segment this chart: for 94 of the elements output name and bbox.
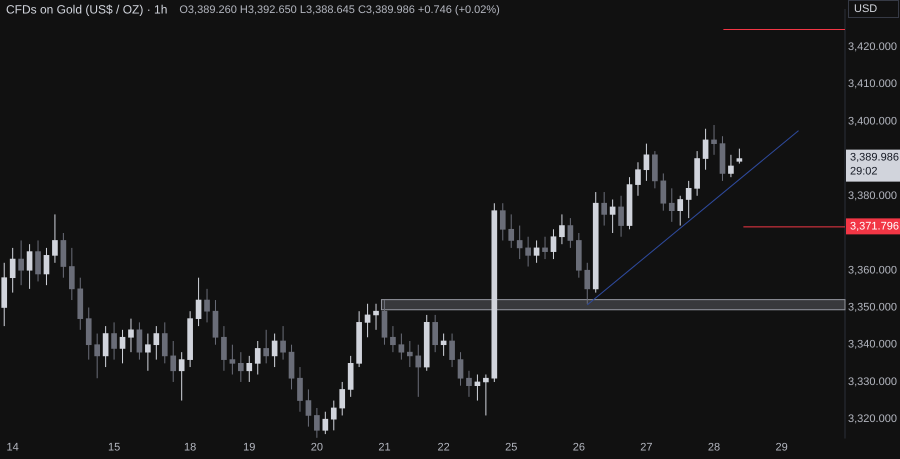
candlestick bbox=[508, 214, 514, 248]
candlestick bbox=[390, 326, 396, 353]
candlestick bbox=[458, 352, 464, 386]
x-tick-label: 14 bbox=[6, 441, 19, 454]
text: 3,389.986 bbox=[850, 152, 899, 164]
candlestick bbox=[322, 411, 328, 435]
y-axis-title: USD bbox=[854, 3, 878, 16]
y-tick-label: 3,420.000 bbox=[848, 40, 897, 53]
candlestick bbox=[584, 262, 590, 304]
x-tick-label: 22 bbox=[438, 441, 450, 454]
candlestick bbox=[500, 202, 506, 241]
candlestick bbox=[26, 244, 32, 290]
candlestick bbox=[136, 322, 142, 360]
candlestick bbox=[102, 326, 108, 368]
x-tick-label: 29 bbox=[776, 441, 788, 454]
candlestick bbox=[120, 329, 126, 364]
candlestick bbox=[145, 333, 151, 372]
candlestick bbox=[466, 370, 472, 398]
y-tick-label: 3,340.000 bbox=[848, 338, 897, 351]
candlestick bbox=[449, 333, 455, 368]
candlestick bbox=[610, 199, 616, 234]
ref-line-label: 3,371.796 bbox=[850, 220, 899, 232]
candlestick bbox=[702, 128, 708, 170]
candlestick bbox=[339, 381, 346, 416]
candlestick bbox=[618, 195, 624, 238]
y-tick-label: 3,400.000 bbox=[848, 115, 897, 128]
candlestick bbox=[559, 214, 565, 245]
candlestick bbox=[415, 344, 422, 398]
candlestick bbox=[254, 340, 261, 375]
chart-title: CFDs on Gold (US$ / OZ) · 1h bbox=[6, 2, 168, 16]
candlestick bbox=[128, 318, 134, 353]
candlestick bbox=[18, 240, 24, 286]
chart-subtitle: O3,389.260 H3,392.650 L3,388.645 C3,389.986 +0.746 (+0.02%) bbox=[179, 4, 500, 16]
candlestick bbox=[568, 218, 574, 248]
candlestick bbox=[711, 124, 717, 156]
candlestick bbox=[94, 333, 100, 379]
candlestick bbox=[398, 333, 404, 360]
candlestick bbox=[534, 240, 540, 264]
candlestick bbox=[221, 326, 227, 372]
y-tick-label: 3,380.000 bbox=[848, 190, 897, 202]
candlestick bbox=[153, 326, 160, 360]
candlestick bbox=[483, 374, 489, 416]
x-tick-label: 26 bbox=[572, 441, 585, 454]
candlestick bbox=[644, 143, 650, 182]
candlestick bbox=[474, 374, 480, 402]
candlestick bbox=[542, 236, 548, 260]
y-tick-label: 3,330.000 bbox=[848, 376, 897, 388]
candlestick bbox=[238, 352, 244, 382]
candlestick bbox=[246, 355, 252, 382]
candlestick bbox=[306, 388, 312, 428]
x-tick-label: 20 bbox=[310, 441, 323, 454]
x-tick-label: 15 bbox=[108, 441, 120, 454]
x-tick-label: 28 bbox=[708, 441, 720, 454]
x-tick-label: 21 bbox=[378, 441, 391, 454]
x-tick-label: 25 bbox=[505, 441, 518, 454]
candlestick bbox=[364, 303, 370, 338]
candlestick bbox=[263, 329, 270, 364]
candlestick bbox=[686, 180, 692, 219]
candlestick bbox=[668, 188, 675, 222]
candlestick bbox=[162, 322, 168, 364]
candlestick bbox=[635, 162, 641, 196]
y-tick-label: 3,360.000 bbox=[848, 264, 897, 276]
candlestick bbox=[314, 408, 320, 438]
candlestick bbox=[178, 352, 185, 402]
candlestick bbox=[35, 240, 41, 282]
candlestick bbox=[525, 236, 531, 268]
x-tick-label: 19 bbox=[243, 441, 256, 454]
candlestick bbox=[44, 247, 50, 286]
candlestick bbox=[280, 326, 286, 360]
candlestick bbox=[728, 154, 734, 178]
candlestick bbox=[432, 314, 438, 353]
candlestick bbox=[660, 172, 666, 212]
candlestick bbox=[196, 277, 202, 327]
candlestick bbox=[373, 303, 379, 330]
candlestick bbox=[52, 214, 58, 264]
candlestick bbox=[170, 340, 176, 382]
candlestick bbox=[516, 225, 523, 260]
x-tick-label: 27 bbox=[640, 441, 653, 454]
candlestick bbox=[10, 247, 16, 294]
candlestick bbox=[204, 288, 210, 323]
candlestick bbox=[601, 192, 608, 226]
candlestick bbox=[330, 400, 337, 431]
candlestick bbox=[111, 322, 117, 360]
candlestick bbox=[68, 247, 75, 301]
candlestick bbox=[297, 366, 303, 412]
y-tick-label: 3,350.000 bbox=[848, 302, 897, 314]
y-tick-label: 3,320.000 bbox=[848, 413, 897, 426]
candlestick bbox=[550, 228, 556, 260]
y-tick-label: 3,410.000 bbox=[848, 78, 897, 90]
x-tick-label: 18 bbox=[184, 441, 196, 454]
candlestick bbox=[440, 333, 446, 356]
candlestick bbox=[272, 333, 278, 368]
text: 29:02 bbox=[850, 166, 878, 178]
candlestick bbox=[677, 195, 684, 226]
